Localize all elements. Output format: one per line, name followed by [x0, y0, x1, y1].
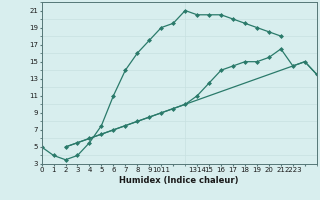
X-axis label: Humidex (Indice chaleur): Humidex (Indice chaleur) — [119, 176, 239, 185]
